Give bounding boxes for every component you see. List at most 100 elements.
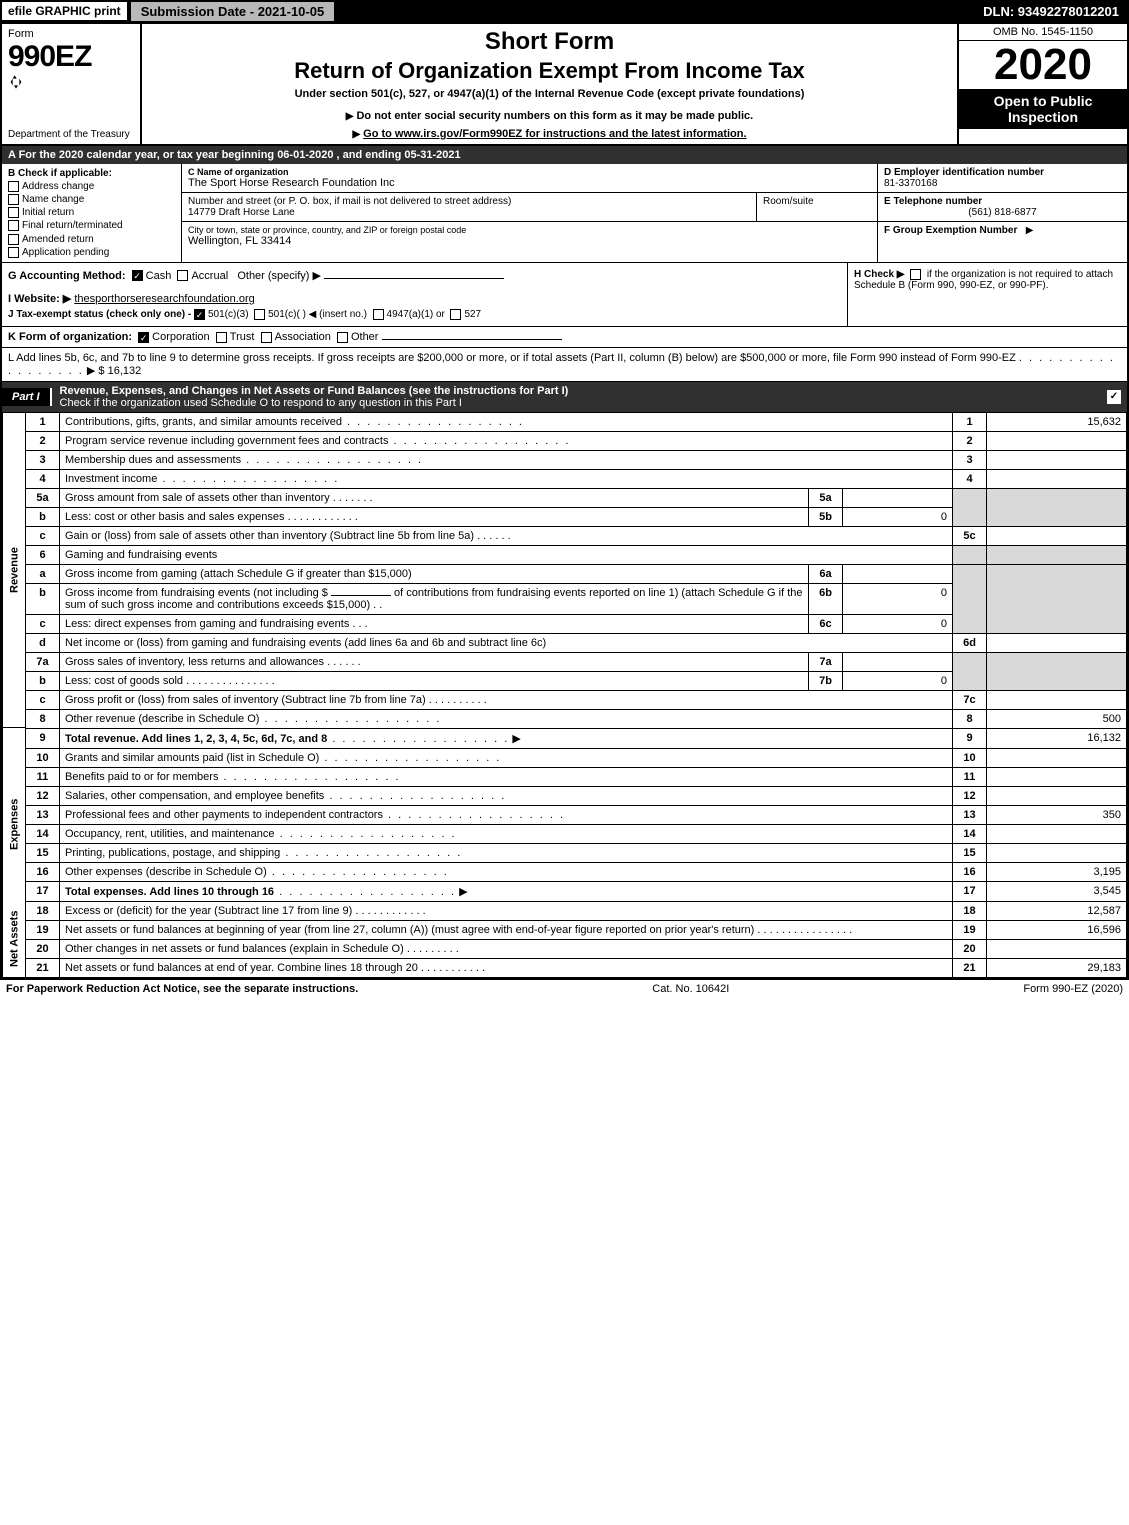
chk-final-return-label: Final return/terminated: [22, 221, 123, 232]
form-of-org-label: K Form of organization:: [8, 331, 132, 343]
chk-cash[interactable]: ✓: [132, 270, 143, 281]
chk-other-org[interactable]: [337, 332, 348, 343]
line-rnum: 16: [953, 862, 987, 881]
form-outer: Form 990EZ Department of the Treasury Sh…: [0, 22, 1129, 980]
chk-501c3[interactable]: ✓: [194, 309, 205, 320]
shaded-cell: [953, 564, 987, 633]
ssn-warning: Do not enter social security numbers on …: [150, 110, 949, 122]
chk-name-change[interactable]: Name change: [8, 194, 175, 205]
line-num: 13: [26, 805, 60, 824]
line-amt: 12,587: [987, 901, 1127, 920]
chk-accrual[interactable]: [177, 270, 188, 281]
chk-527[interactable]: [450, 309, 461, 320]
chk-final-return[interactable]: Final return/terminated: [8, 220, 175, 231]
street-row: Number and street (or P. O. box, if mail…: [182, 193, 877, 222]
line-desc: Net income or (loss) from gaming and fun…: [65, 637, 546, 649]
line-desc: Less: direct expenses from gaming and fu…: [65, 618, 349, 630]
chk-amended-return[interactable]: Amended return: [8, 234, 175, 245]
fundraising-amount-input[interactable]: [331, 595, 391, 596]
line-rnum: 21: [953, 958, 987, 977]
line-rnum: 15: [953, 843, 987, 862]
table-row: 9 Total revenue. Add lines 1, 2, 3, 4, 5…: [3, 728, 1127, 748]
arrow-icon: ▶: [1026, 225, 1034, 236]
line-desc: Gross profit or (loss) from sales of inv…: [65, 694, 426, 706]
shaded-cell: [987, 488, 1127, 526]
line-num: 8: [26, 709, 60, 728]
mini-val: [843, 652, 953, 671]
chk-4947[interactable]: [373, 309, 384, 320]
line-num: 3: [26, 450, 60, 469]
chk-application-pending-label: Application pending: [22, 247, 109, 258]
box-k: K Form of organization: ✓Corporation Tru…: [2, 327, 1127, 348]
return-title: Return of Organization Exempt From Incom…: [150, 58, 949, 84]
mini-val: 0: [843, 614, 953, 633]
city-value: Wellington, FL 33414: [188, 235, 871, 247]
website-link[interactable]: thesporthorseresearchfoundation.org: [74, 293, 254, 305]
other-specify-input[interactable]: [324, 278, 504, 279]
line-desc: Other expenses (describe in Schedule O): [65, 866, 267, 878]
other-org-input[interactable]: [382, 339, 562, 340]
mini-val: 0: [843, 671, 953, 690]
line-desc: Contributions, gifts, grants, and simila…: [65, 416, 342, 428]
irs-link[interactable]: Go to www.irs.gov/Form990EZ for instruct…: [363, 128, 746, 140]
table-row: c Gross profit or (loss) from sales of i…: [3, 690, 1127, 709]
line-num: 20: [26, 939, 60, 958]
box-d: D Employer identification number 81-3370…: [878, 164, 1127, 193]
line-amt: 15,632: [987, 412, 1127, 431]
chk-association[interactable]: [261, 332, 272, 343]
chk-corporation[interactable]: ✓: [138, 332, 149, 343]
shaded-cell: [953, 488, 987, 526]
line-rnum: 14: [953, 824, 987, 843]
line-amt: [987, 690, 1127, 709]
line-amt: [987, 767, 1127, 786]
line-num: 4: [26, 469, 60, 488]
table-row: 13 Professional fees and other payments …: [3, 805, 1127, 824]
line-desc: Total expenses. Add lines 10 through 16: [65, 886, 274, 898]
line-amt: 16,596: [987, 920, 1127, 939]
table-row: 16 Other expenses (describe in Schedule …: [3, 862, 1127, 881]
association-label: Association: [275, 331, 331, 343]
table-row: 12 Salaries, other compensation, and emp…: [3, 786, 1127, 805]
chk-schedule-b[interactable]: [910, 269, 921, 280]
chk-trust[interactable]: [216, 332, 227, 343]
line-num: 7a: [26, 652, 60, 671]
table-row: Net Assets 18 Excess or (deficit) for th…: [3, 901, 1127, 920]
box-h-label: H Check ▶: [854, 269, 904, 280]
line-rnum: 12: [953, 786, 987, 805]
chk-initial-return[interactable]: Initial return: [8, 207, 175, 218]
city-label: City or town, state or province, country…: [188, 225, 871, 235]
line-desc: Other changes in net assets or fund bala…: [65, 943, 404, 955]
box-l-text: L Add lines 5b, 6c, and 7b to line 9 to …: [8, 352, 1016, 364]
line-num: d: [26, 633, 60, 652]
line-desc: Total revenue. Add lines 1, 2, 3, 4, 5c,…: [65, 733, 327, 745]
phone-label: E Telephone number: [884, 196, 982, 207]
line-amt: 29,183: [987, 958, 1127, 977]
chk-501c[interactable]: [254, 309, 265, 320]
chk-schedule-o[interactable]: ✓: [1107, 390, 1121, 404]
table-row: d Net income or (loss) from gaming and f…: [3, 633, 1127, 652]
chk-address-change[interactable]: Address change: [8, 181, 175, 192]
line-num: 15: [26, 843, 60, 862]
line-desc: Occupancy, rent, utilities, and maintena…: [65, 828, 275, 840]
form-number: 990EZ: [8, 40, 134, 74]
trust-label: Trust: [230, 331, 255, 343]
table-row: 15 Printing, publications, postage, and …: [3, 843, 1127, 862]
chk-application-pending[interactable]: Application pending: [8, 247, 175, 258]
line-rnum: 7c: [953, 690, 987, 709]
line-amt: 3,545: [987, 881, 1127, 901]
line-num: 19: [26, 920, 60, 939]
line-num: 9: [26, 728, 60, 748]
line-amt: [987, 843, 1127, 862]
mini-val: [843, 488, 953, 507]
box-l-amount: $ 16,132: [98, 365, 141, 377]
box-l: L Add lines 5b, 6c, and 7b to line 9 to …: [2, 348, 1127, 382]
open-to-public: Open to Public Inspection: [959, 89, 1127, 129]
line-amt: [987, 450, 1127, 469]
mini-val: 0: [843, 507, 953, 526]
efile-print-label[interactable]: efile GRAPHIC print: [2, 2, 127, 20]
line-rnum: 19: [953, 920, 987, 939]
line-desc: Less: cost or other basis and sales expe…: [65, 511, 285, 523]
table-row: 2 Program service revenue including gove…: [3, 431, 1127, 450]
mini-val: 0: [843, 583, 953, 614]
cash-label: Cash: [146, 270, 172, 282]
